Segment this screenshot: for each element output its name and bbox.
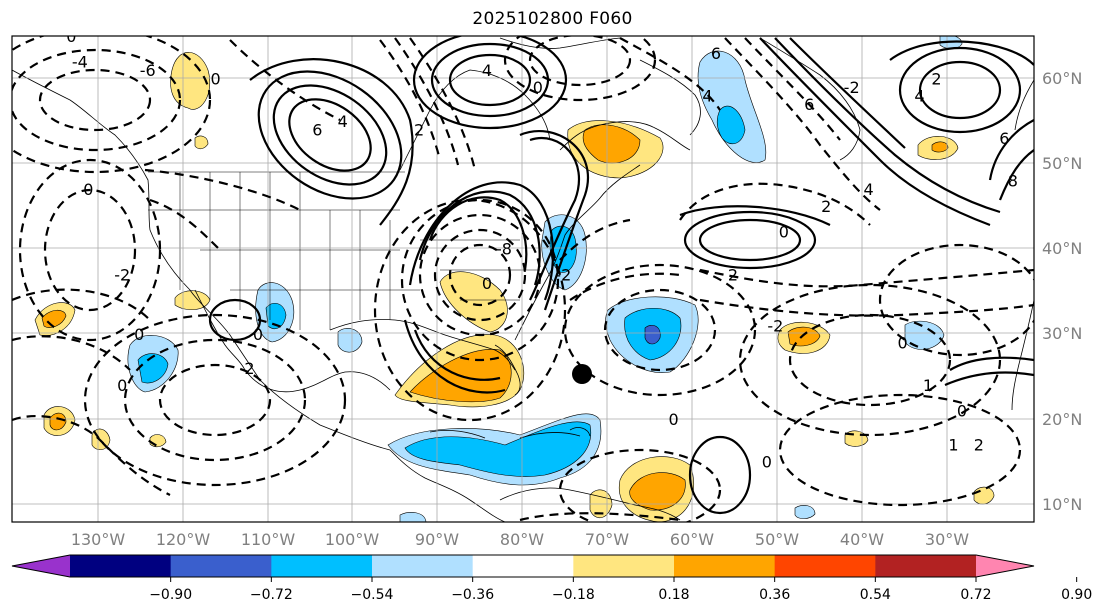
contour-label: -2: [555, 265, 571, 284]
colorbar-tick-label: −0.90: [149, 587, 192, 603]
contour-label: 8: [1008, 172, 1018, 191]
contour-label: 0: [897, 333, 907, 352]
longitude-labels: 130°W 120°W 110°W 100°W 90°W 80°W 70°W 6…: [71, 530, 969, 549]
contour-label: 2: [821, 197, 831, 216]
contour-label: 6: [804, 95, 814, 114]
map-title: 2025102800 F060: [472, 9, 633, 29]
lon-label: 100°W: [325, 530, 380, 549]
state-boundaries: [148, 171, 540, 330]
contour-label: 4: [338, 112, 348, 131]
contour-label: 6: [711, 44, 721, 63]
contour-label: -6: [538, 10, 554, 29]
colorbar: −0.90 −0.72 −0.54 −0.36 −0.18 0.18 0.36 0.54 0.7…: [11, 554, 1092, 603]
lon-label: 130°W: [71, 530, 126, 549]
contour-label: 0: [134, 325, 144, 344]
lon-label: 110°W: [241, 530, 296, 549]
storm-center-marker: [572, 364, 592, 384]
contour-label: 0: [482, 274, 492, 293]
contour-label: 1: [948, 436, 958, 455]
colorbar-segment: [170, 555, 272, 577]
colorbar-segment: [372, 555, 474, 577]
lon-label: 60°W: [670, 530, 714, 549]
contour-label: 4: [482, 61, 492, 80]
colorbar-tick-label: −0.18: [552, 587, 595, 603]
contour-label: -4: [72, 52, 88, 71]
lon-label: 90°W: [415, 530, 459, 549]
contour-label: 4: [914, 87, 924, 106]
colorbar-tick-label: −0.72: [250, 587, 293, 603]
contour-label: 0: [210, 70, 220, 89]
colorbar-segment: [674, 555, 776, 577]
lon-label: 30°W: [925, 530, 969, 549]
contour-label: 6: [312, 121, 322, 140]
contour-label: -2: [767, 316, 783, 335]
negative-contours: [12, 36, 1034, 522]
lat-label: 30°N: [1042, 324, 1082, 343]
contour-label: 0: [117, 376, 127, 395]
contour-label: -2: [114, 265, 130, 284]
lon-label: 70°W: [585, 530, 629, 549]
graticule: [12, 36, 1034, 522]
contour-label: -8: [496, 240, 512, 259]
contour-label: 0: [779, 223, 789, 242]
colorbar-tick-label: 0.72: [960, 587, 991, 603]
contour-label: 4: [702, 87, 712, 106]
lon-label: 120°W: [156, 530, 211, 549]
colorbar-outline: [11, 554, 1035, 578]
contour-label: 4: [864, 180, 874, 199]
lat-label: 60°N: [1042, 69, 1082, 88]
contour-label: 2: [244, 359, 254, 378]
contour-label: 0: [253, 325, 263, 344]
lon-label: 50°W: [755, 530, 799, 549]
lon-label: 40°W: [840, 530, 884, 549]
colorbar-segment: [271, 555, 373, 577]
contour-label: -6: [140, 61, 156, 80]
colorbar-segment: [774, 555, 876, 577]
lat-label: 50°N: [1042, 154, 1082, 173]
colorbar-tick-label: 0.54: [860, 587, 891, 603]
contour-label: 0: [957, 401, 967, 420]
contour-label: -2: [844, 78, 860, 97]
lat-label: 20°N: [1042, 410, 1082, 429]
colorbar-segment: [573, 555, 675, 577]
colorbar-tick-label: 0.90: [1061, 587, 1092, 603]
contour-label: 2: [931, 70, 941, 89]
contour-label: 0: [533, 78, 543, 97]
positive-contours: [208, 36, 1034, 515]
colorbar-tick-label: 0.18: [658, 587, 689, 603]
lat-label: 40°N: [1042, 239, 1082, 258]
colorbar-segment: [472, 555, 574, 577]
coastlines: [12, 37, 1034, 522]
colorbar-tick-label: 0.36: [759, 587, 790, 603]
colorbar-extend-low: [12, 555, 70, 577]
contour-label: 0: [668, 410, 678, 429]
lat-label: 10°N: [1042, 495, 1082, 514]
contour-label: 2: [414, 121, 424, 140]
colorbar-segment: [70, 555, 172, 577]
contour-label: 1: [923, 376, 933, 395]
map-border: [11, 35, 1035, 523]
contour-label: 2: [974, 436, 984, 455]
colorbar-segment: [875, 555, 977, 577]
colorbar-tick-label: −0.54: [351, 587, 394, 603]
contour-label: 0: [762, 453, 772, 472]
contour-label: 0: [83, 180, 93, 199]
contour-label: 2: [728, 265, 738, 284]
contour-label: 6: [999, 129, 1009, 148]
latitude-labels: 60°N 50°N 40°N 30°N 20°N 10°N: [1042, 69, 1082, 514]
colorbar-extend-high: [976, 555, 1034, 577]
contour-label: 0: [66, 27, 76, 46]
colorbar-tick-label: −0.36: [451, 587, 494, 603]
lon-label: 80°W: [500, 530, 544, 549]
